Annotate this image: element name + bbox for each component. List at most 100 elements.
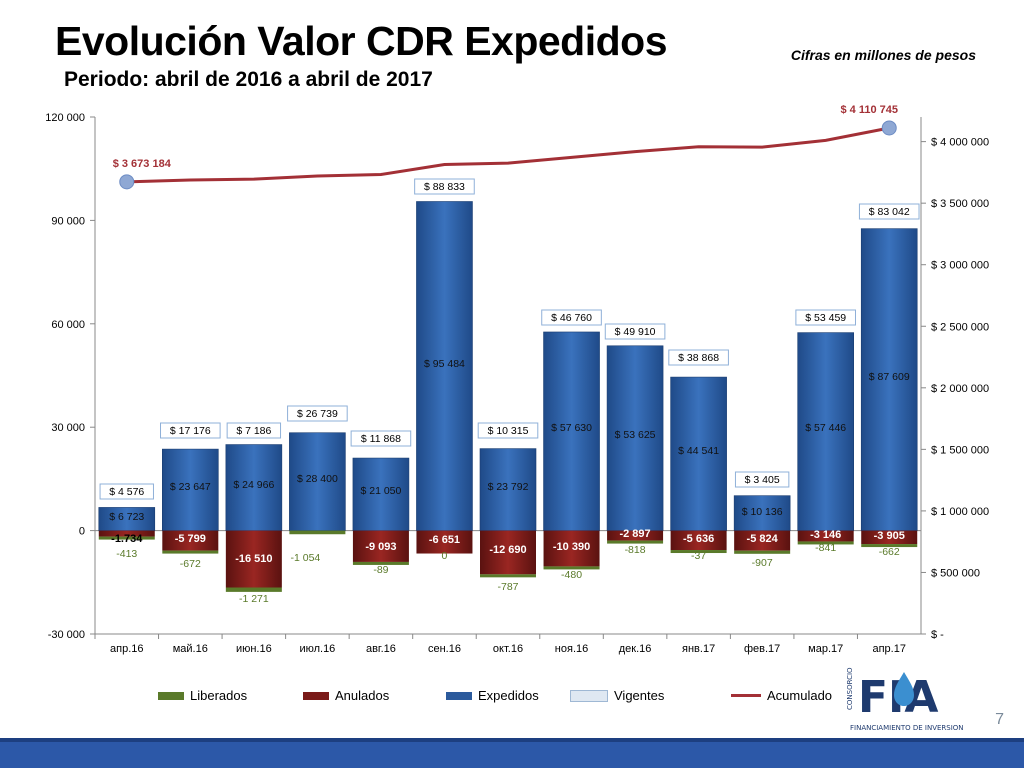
bar-liberados xyxy=(289,530,346,535)
y-tick-label-right: $ 500 000 xyxy=(931,567,980,579)
vigentes-box xyxy=(414,178,475,195)
data-label-vigentes: $ 26 739 xyxy=(297,408,338,420)
data-label-anulados: -3 146 xyxy=(810,529,841,541)
data-label-anulados: -2 897 xyxy=(619,528,650,540)
y-tick-label-left: 120 000 xyxy=(45,112,85,124)
data-label-acumulado: $ 3 673 184 xyxy=(113,158,172,170)
data-label-expedidos: $ 28 400 xyxy=(297,473,338,485)
bar-expedidos xyxy=(479,448,537,531)
bar-liberados xyxy=(543,566,600,570)
bar-liberados xyxy=(352,561,409,565)
data-label-vigentes: $ 38 868 xyxy=(678,352,719,364)
bar-expedidos xyxy=(797,332,854,531)
legend-label-expedidos: Expedidos xyxy=(478,688,539,703)
bar-expedidos xyxy=(416,201,473,531)
bar-anulados xyxy=(607,530,664,541)
bar-liberados xyxy=(98,536,155,540)
legend-swatch-liberados xyxy=(158,691,184,700)
data-label-anulados: -9 093 xyxy=(365,541,396,553)
y-tick-label-right: $ 3 000 000 xyxy=(931,260,989,272)
data-label-liberados: -413 xyxy=(116,548,137,560)
data-label-liberados: 0 xyxy=(442,550,448,562)
data-label-anulados: -3 905 xyxy=(874,530,905,542)
data-label-liberados: -1 271 xyxy=(239,593,269,605)
x-tick-label: апр.17 xyxy=(872,643,905,655)
legend-label-anulados: Anulados xyxy=(335,688,390,703)
data-label-anulados: -6 651 xyxy=(429,534,460,546)
x-tick-label: фев.17 xyxy=(744,643,780,655)
x-tick-label: ноя.16 xyxy=(555,643,588,655)
data-label-liberados: -841 xyxy=(815,542,836,554)
vigentes-box xyxy=(350,430,412,447)
bar-expedidos xyxy=(670,376,727,531)
data-label-anulados: -1.734 xyxy=(111,533,143,545)
vigentes-box xyxy=(734,471,790,488)
data-label-liberados: -89 xyxy=(373,564,388,576)
bar-liberados xyxy=(480,574,536,578)
cdr-chart: 120 000 90 000 60 000 30 000 0 -30 000 $ 4 000… xyxy=(45,104,989,655)
x-tick-label: авг.16 xyxy=(366,643,396,655)
bar-liberados xyxy=(734,550,791,554)
bar-liberados xyxy=(162,550,219,554)
data-label-expedidos: $ 44 541 xyxy=(678,445,719,457)
data-label-liberados: -1 054 xyxy=(290,552,320,564)
data-label-vigentes: $ 88 833 xyxy=(424,181,465,193)
data-label-expedidos: $ 6 723 xyxy=(109,511,144,523)
data-label-vigentes: $ 49 910 xyxy=(615,326,656,338)
data-label-expedidos: $ 24 966 xyxy=(233,479,274,491)
y-tick-label-left: -30 000 xyxy=(48,629,85,641)
y-tick-label-right: $ 2 000 000 xyxy=(931,383,989,395)
y-tick-label-right: $ - xyxy=(931,629,944,641)
vigentes-box xyxy=(160,422,221,439)
data-label-expedidos: $ 95 484 xyxy=(424,358,465,370)
bar-anulados xyxy=(797,530,854,542)
water-drop-icon xyxy=(894,672,914,706)
bar-expedidos xyxy=(860,228,918,531)
data-label-vigentes: $ 53 459 xyxy=(805,312,846,324)
data-label-vigentes: $ 3 405 xyxy=(745,474,780,486)
data-label-vigentes: $ 46 760 xyxy=(551,312,592,324)
y-tick-label-left: 60 000 xyxy=(51,319,85,331)
bar-anulados xyxy=(670,530,727,551)
data-label-anulados: -10 390 xyxy=(553,541,590,553)
y-tick-label-left: 0 xyxy=(79,526,85,538)
bar-anulados xyxy=(480,530,536,575)
data-label-expedidos: $ 57 630 xyxy=(551,422,592,434)
bar-liberados xyxy=(607,540,664,544)
vigentes-box xyxy=(226,422,282,439)
data-label-vigentes: $ 83 042 xyxy=(869,206,910,218)
legend-swatch-expedidos xyxy=(446,691,472,700)
x-tick-label: июл.16 xyxy=(299,643,335,655)
bar-expedidos xyxy=(162,448,219,531)
footer-band xyxy=(0,738,1024,768)
bar-expedidos xyxy=(543,331,600,531)
data-label-vigentes: $ 4 576 xyxy=(109,486,144,498)
legend-label-vigentes: Vigentes xyxy=(614,688,665,703)
legend-vigentes: Vigentes xyxy=(570,688,664,703)
data-label-liberados: -907 xyxy=(752,557,773,569)
legend-label-acumulado: Acumulado xyxy=(767,688,833,703)
logo-tagline: FINANCIAMIENTO DE INVERSIONES EN AGUA xyxy=(850,724,964,732)
line-acumulado xyxy=(126,126,890,184)
data-label-liberados: -662 xyxy=(879,546,900,558)
x-tick-label: июн.16 xyxy=(236,643,272,655)
data-label-expedidos: $ 23 792 xyxy=(488,481,529,493)
bar-expedidos xyxy=(289,432,346,531)
legend-acumulado: Acumulado xyxy=(731,688,832,703)
vigentes-box xyxy=(287,405,348,422)
data-label-anulados: -5 636 xyxy=(683,533,714,545)
x-tick-label: май.16 xyxy=(173,643,208,655)
bar-anulados xyxy=(543,530,600,567)
bar-anulados xyxy=(416,530,473,554)
bar-anulados xyxy=(98,530,155,537)
page-subtitle: Periodo: abril de 2016 a abril de 2017 xyxy=(64,68,433,91)
chart-legend: Liberados Anulados Expedidos Vigentes Ac… xyxy=(0,688,1024,704)
vigentes-box xyxy=(604,323,666,340)
y-tick-label-right: $ 1 500 000 xyxy=(931,444,989,456)
bar-anulados xyxy=(734,530,791,551)
y-tick-label-right: $ 3 500 000 xyxy=(931,198,989,210)
data-label-anulados: -16 510 xyxy=(235,553,272,565)
legend-anulados: Anulados xyxy=(303,688,389,703)
x-tick-label: дек.16 xyxy=(619,643,652,655)
vigentes-box xyxy=(795,309,856,326)
